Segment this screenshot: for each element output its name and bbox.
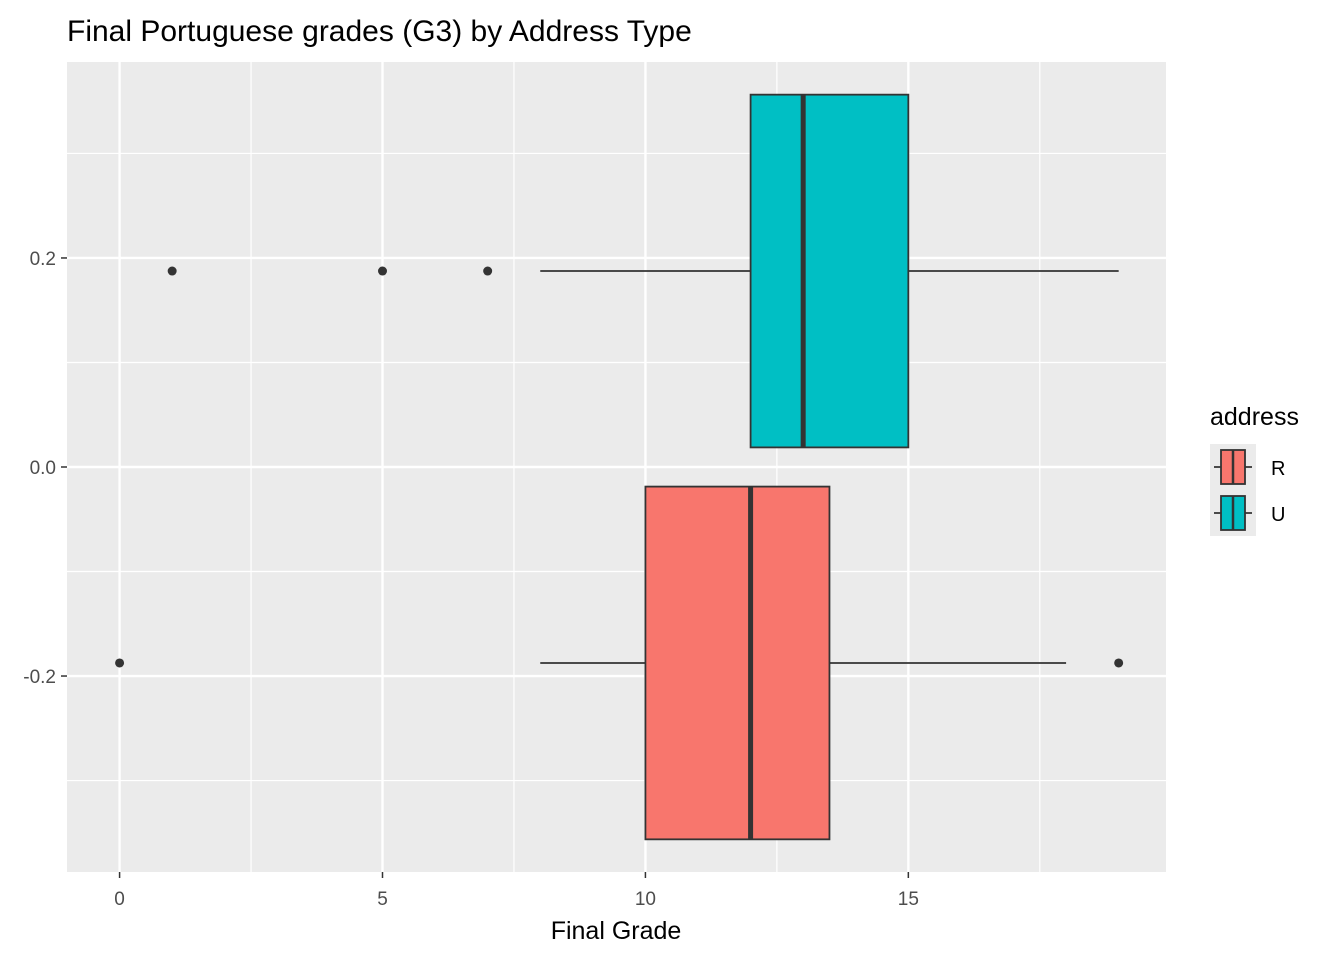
y-tick-label: 0.0 — [30, 458, 56, 479]
x-tick-label: 0 — [114, 889, 125, 910]
outlier-point — [378, 266, 388, 276]
legend-key-u — [1210, 490, 1256, 536]
boxplot-u — [167, 93, 1119, 449]
boxplots — [115, 93, 1124, 841]
legend-key-r — [1210, 444, 1256, 490]
boxplot-r — [115, 485, 1124, 841]
y-axis: -0.2 0.0 0.2 — [23, 249, 67, 688]
legend-label-u: U — [1271, 504, 1285, 526]
x-tick-label: 5 — [377, 889, 388, 910]
x-axis-title: Final Grade — [551, 917, 682, 945]
box-iqr — [749, 93, 910, 449]
chart-title: Final Portuguese grades (G3) by Address … — [67, 15, 692, 48]
y-tick-label: 0.2 — [30, 249, 56, 270]
outlier-point — [115, 658, 125, 668]
outlier-point — [167, 266, 177, 276]
legend-label-r: R — [1271, 458, 1285, 480]
x-tick-label: 15 — [898, 889, 919, 910]
box-iqr — [644, 485, 831, 841]
legend-title: address — [1210, 403, 1299, 431]
outlier-point — [1114, 658, 1124, 668]
y-tick-label: -0.2 — [23, 667, 56, 688]
legend: address R U — [1210, 403, 1299, 536]
x-tick-label: 10 — [635, 889, 656, 910]
outlier-point — [483, 266, 493, 276]
x-axis: 0 5 10 15 — [114, 872, 919, 910]
